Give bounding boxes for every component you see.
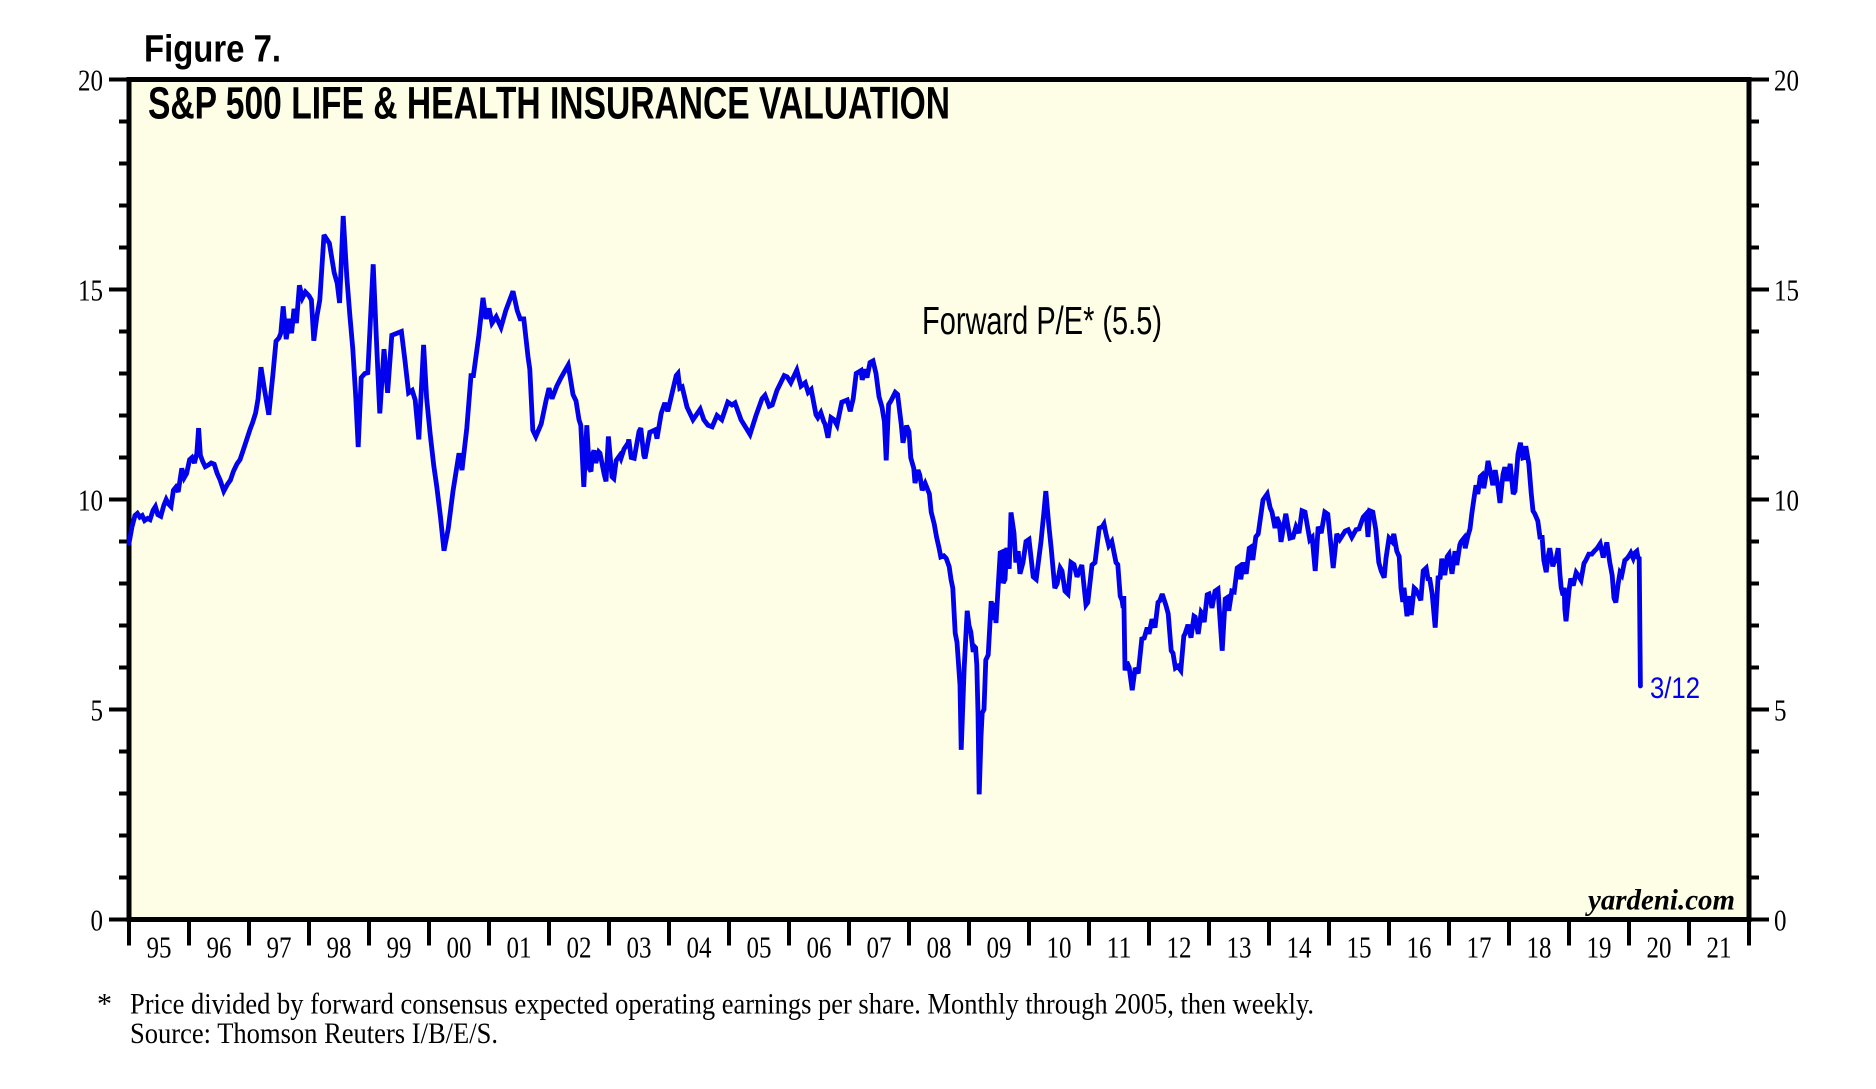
svg-text:14: 14	[1287, 929, 1312, 964]
svg-text:20: 20	[1647, 929, 1672, 964]
svg-text:Price divided by forward conse: Price divided by forward consensus expec…	[130, 988, 1314, 1021]
svg-text:99: 99	[387, 929, 412, 964]
svg-text:0: 0	[1774, 903, 1787, 938]
svg-text:15: 15	[1774, 273, 1799, 308]
svg-text:09: 09	[987, 929, 1012, 964]
svg-text:10: 10	[1047, 929, 1072, 964]
svg-text:15: 15	[78, 273, 103, 308]
svg-text:11: 11	[1107, 929, 1132, 964]
svg-text:02: 02	[567, 929, 592, 964]
svg-text:Forward P/E* (5.5): Forward P/E* (5.5)	[922, 300, 1162, 343]
svg-text:21: 21	[1707, 929, 1732, 964]
svg-text:96: 96	[207, 929, 232, 964]
svg-text:yardeni.com: yardeni.com	[1585, 884, 1735, 917]
svg-text:17: 17	[1467, 929, 1492, 964]
svg-text:Source: Thomson Reuters I/B/E/: Source: Thomson Reuters I/B/E/S.	[130, 1017, 498, 1050]
svg-text:*: *	[97, 988, 112, 1021]
svg-text:20: 20	[1774, 63, 1799, 98]
svg-text:98: 98	[327, 929, 352, 964]
svg-text:0: 0	[91, 903, 104, 938]
svg-text:05: 05	[747, 929, 772, 964]
svg-text:97: 97	[267, 929, 292, 964]
svg-text:13: 13	[1227, 929, 1252, 964]
svg-text:Figure 7.: Figure 7.	[144, 28, 281, 70]
svg-text:10: 10	[78, 483, 103, 518]
svg-text:00: 00	[447, 929, 472, 964]
svg-text:06: 06	[807, 929, 832, 964]
svg-text:12: 12	[1167, 929, 1192, 964]
svg-text:16: 16	[1407, 929, 1432, 964]
svg-text:5: 5	[91, 693, 104, 728]
svg-text:95: 95	[147, 929, 172, 964]
svg-text:18: 18	[1527, 929, 1552, 964]
svg-text:07: 07	[867, 929, 892, 964]
svg-text:03: 03	[627, 929, 652, 964]
svg-text:01: 01	[507, 929, 532, 964]
svg-text:S&P 500 LIFE & HEALTH INSURANC: S&P 500 LIFE & HEALTH INSURANCE VALUATIO…	[148, 78, 950, 129]
svg-text:19: 19	[1587, 929, 1612, 964]
svg-text:10: 10	[1774, 483, 1799, 518]
svg-text:20: 20	[78, 63, 103, 98]
svg-text:3/12: 3/12	[1650, 672, 1700, 705]
svg-text:15: 15	[1347, 929, 1372, 964]
svg-text:08: 08	[927, 929, 952, 964]
svg-text:5: 5	[1774, 693, 1787, 728]
svg-text:04: 04	[687, 929, 712, 964]
